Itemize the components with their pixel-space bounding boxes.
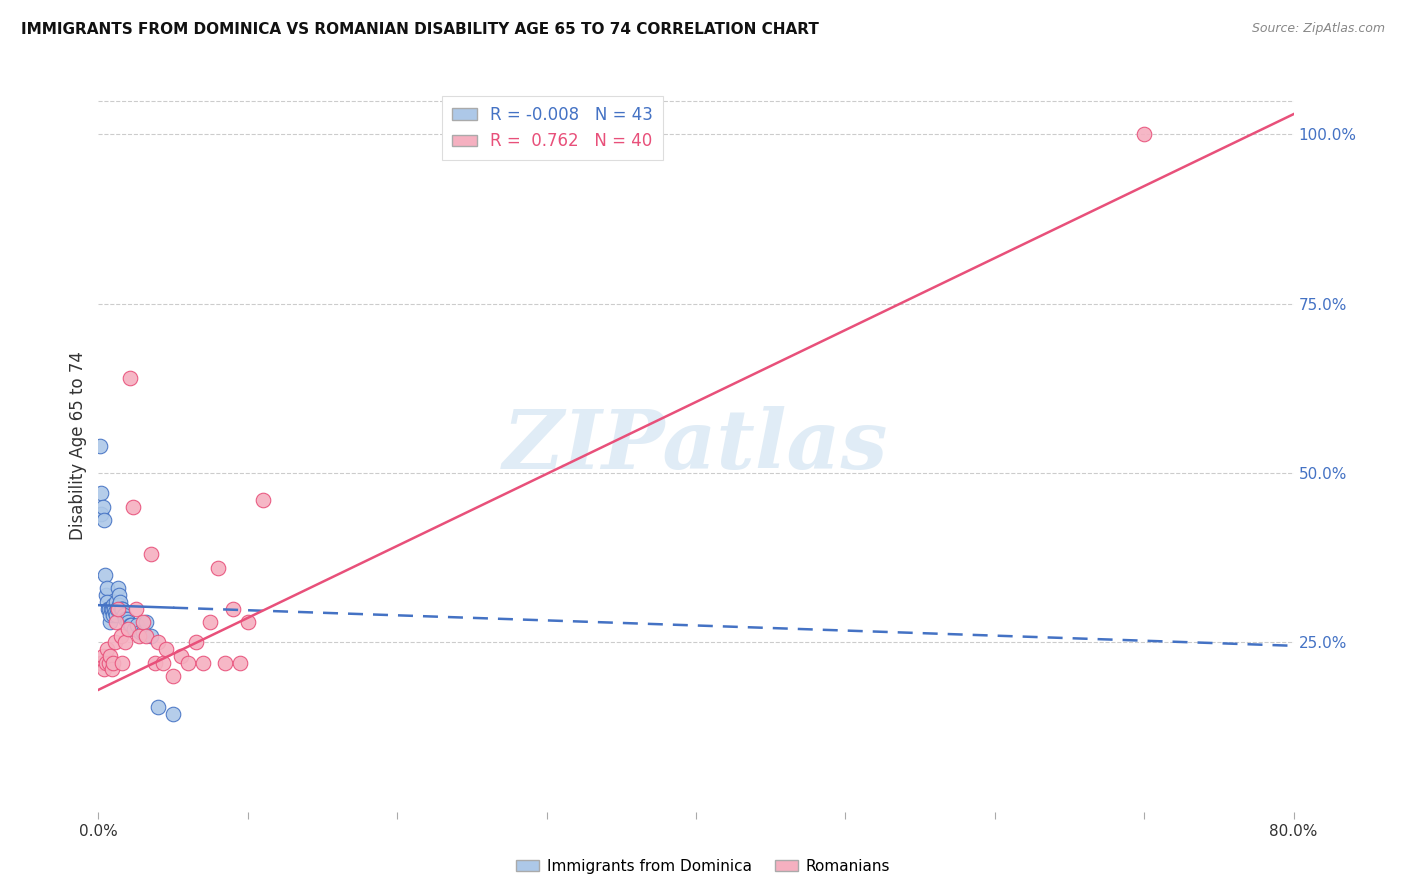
Point xyxy=(184,635,207,649)
Point xyxy=(117,622,139,636)
Point xyxy=(128,629,150,643)
Text: Source: ZipAtlas.com: Source: ZipAtlas.com xyxy=(1251,22,1385,36)
Point xyxy=(135,615,157,629)
Point xyxy=(90,507,112,521)
Point xyxy=(124,622,146,636)
Point xyxy=(143,656,166,670)
Point xyxy=(97,656,120,670)
Point xyxy=(214,656,236,670)
Point xyxy=(94,656,117,670)
Point xyxy=(89,439,111,453)
Point xyxy=(110,629,132,643)
Point xyxy=(135,629,157,643)
Point xyxy=(229,656,252,670)
Point xyxy=(104,635,127,649)
Point xyxy=(117,615,139,629)
Point xyxy=(132,625,155,640)
Point xyxy=(191,656,214,670)
Point xyxy=(108,598,131,612)
Point xyxy=(132,615,155,629)
Point xyxy=(118,618,141,632)
Point xyxy=(90,486,112,500)
Point xyxy=(98,615,121,629)
Y-axis label: Disability Age 65 to 74: Disability Age 65 to 74 xyxy=(69,351,87,541)
Point xyxy=(200,615,222,629)
Point xyxy=(97,601,120,615)
Point xyxy=(177,656,200,670)
Point xyxy=(162,669,184,683)
Point xyxy=(125,601,148,615)
Point xyxy=(222,601,245,615)
Point xyxy=(93,663,115,677)
Point xyxy=(114,635,136,649)
Point xyxy=(97,601,120,615)
Point xyxy=(96,642,118,657)
Point xyxy=(252,493,274,508)
Text: IMMIGRANTS FROM DOMINICA VS ROMANIAN DISABILITY AGE 65 TO 74 CORRELATION CHART: IMMIGRANTS FROM DOMINICA VS ROMANIAN DIS… xyxy=(21,22,818,37)
Point xyxy=(110,601,132,615)
Point xyxy=(110,601,132,615)
Point xyxy=(115,612,138,626)
Legend: Immigrants from Dominica, Romanians: Immigrants from Dominica, Romanians xyxy=(510,853,896,880)
Point xyxy=(139,547,162,561)
Point xyxy=(105,601,128,615)
Point xyxy=(101,608,124,623)
Point xyxy=(103,598,125,612)
Point xyxy=(104,605,127,619)
Point xyxy=(101,663,124,677)
Point xyxy=(94,567,117,582)
Point xyxy=(118,371,141,385)
Point xyxy=(152,656,174,670)
Point xyxy=(105,615,128,629)
Point xyxy=(98,608,122,623)
Point xyxy=(96,581,118,595)
Point xyxy=(93,514,115,528)
Point xyxy=(98,648,122,663)
Point xyxy=(148,699,170,714)
Point xyxy=(90,656,112,670)
Point xyxy=(129,625,152,640)
Point xyxy=(148,635,170,649)
Point xyxy=(96,595,118,609)
Point xyxy=(108,595,131,609)
Point xyxy=(94,588,117,602)
Point xyxy=(103,656,125,670)
Point xyxy=(139,629,162,643)
Point xyxy=(236,615,259,629)
Point xyxy=(101,601,124,615)
Point xyxy=(114,612,136,626)
Point xyxy=(121,500,143,514)
Point xyxy=(111,601,134,615)
Point xyxy=(120,618,142,632)
Point xyxy=(155,642,177,657)
Point xyxy=(112,608,135,623)
Legend: R = -0.008   N = 43, R =  0.762   N = 40: R = -0.008 N = 43, R = 0.762 N = 40 xyxy=(441,96,664,161)
Point xyxy=(100,601,122,615)
Point xyxy=(1133,128,1156,142)
Point xyxy=(169,648,191,663)
Point xyxy=(107,588,129,602)
Point xyxy=(162,706,184,721)
Point xyxy=(107,601,129,615)
Text: ZIPatlas: ZIPatlas xyxy=(503,406,889,486)
Point xyxy=(105,595,128,609)
Point xyxy=(207,561,229,575)
Point xyxy=(91,500,114,514)
Point xyxy=(103,601,125,615)
Point xyxy=(111,656,134,670)
Point xyxy=(107,581,129,595)
Point xyxy=(104,608,127,623)
Point xyxy=(91,648,114,663)
Point xyxy=(127,618,149,632)
